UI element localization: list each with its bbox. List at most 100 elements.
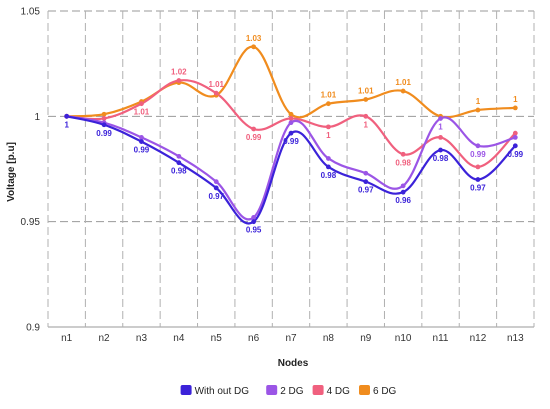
data-point bbox=[400, 183, 406, 189]
data-point bbox=[251, 219, 257, 225]
data-point bbox=[288, 116, 294, 121]
data-point bbox=[176, 153, 182, 159]
data-point bbox=[363, 97, 369, 102]
data-point bbox=[251, 126, 257, 132]
y-tick-label: 1.05 bbox=[21, 7, 41, 18]
data-label: 0.99 bbox=[246, 133, 262, 142]
data-point bbox=[400, 151, 406, 157]
data-point bbox=[251, 44, 257, 50]
data-point bbox=[64, 113, 70, 119]
data-point bbox=[512, 143, 518, 149]
x-tick-label: n3 bbox=[136, 333, 148, 344]
data-point bbox=[325, 156, 331, 161]
legend-label: 6 DG bbox=[373, 386, 397, 397]
data-label: 1.01 bbox=[395, 78, 411, 87]
data-point bbox=[176, 160, 182, 166]
data-label: 0.98 bbox=[321, 171, 337, 180]
y-axis-title: Voltage [p.u] bbox=[6, 142, 17, 202]
data-label: 1 bbox=[438, 122, 443, 131]
legend: With out DG 2 DG 4 DG 6 DG bbox=[180, 385, 397, 397]
data-point bbox=[438, 116, 443, 121]
axes: 0.9 0.95 1 1.05 n1 n2 n3 n4 n5 n6 n7 n8 n9 n10 n11 n12 n… bbox=[21, 7, 525, 345]
data-point bbox=[400, 88, 406, 94]
legend-swatch bbox=[312, 385, 324, 395]
x-tick-label: n13 bbox=[507, 333, 524, 344]
x-tick-label: n7 bbox=[285, 333, 297, 344]
y-tick-label: 0.9 bbox=[26, 323, 40, 334]
x-tick-label: n10 bbox=[395, 333, 412, 344]
data-label: 1.03 bbox=[246, 34, 262, 43]
x-tick-label: n4 bbox=[173, 333, 185, 344]
data-point bbox=[139, 139, 144, 145]
data-label: 1.01 bbox=[134, 108, 150, 117]
x-axis-title: Nodes bbox=[278, 358, 309, 369]
data-point bbox=[139, 101, 144, 107]
data-point bbox=[176, 78, 182, 83]
data-label: 0.98 bbox=[171, 167, 187, 176]
data-label: 1 bbox=[326, 131, 331, 140]
data-labels: 1 0.99 0.99 0.98 0.97 0.95 0.99 0.98 0.97 0.96 0.9… bbox=[64, 34, 523, 235]
data-point bbox=[101, 111, 107, 117]
x-tick-label: n6 bbox=[248, 333, 260, 344]
data-label: 0.97 bbox=[358, 186, 374, 195]
data-label: 1 bbox=[513, 95, 518, 104]
data-point bbox=[101, 122, 107, 128]
data-label: 0.98 bbox=[395, 158, 411, 167]
data-point bbox=[438, 135, 443, 140]
data-point bbox=[139, 135, 144, 140]
x-tick-label: n9 bbox=[360, 333, 372, 344]
x-tick-label: n2 bbox=[99, 333, 111, 344]
data-point bbox=[400, 189, 406, 195]
data-point bbox=[325, 124, 331, 130]
legend-label: With out DG bbox=[195, 386, 250, 397]
data-point bbox=[213, 90, 219, 96]
data-point bbox=[325, 101, 331, 107]
data-point bbox=[213, 185, 219, 191]
data-label: 0.99 bbox=[134, 146, 150, 155]
data-label: 0.99 bbox=[470, 150, 486, 159]
data-label: 0.98 bbox=[433, 154, 449, 163]
y-tick-label: 0.95 bbox=[21, 217, 41, 228]
data-point bbox=[288, 120, 294, 126]
data-point bbox=[512, 135, 518, 140]
data-label: 0.97 bbox=[470, 184, 486, 193]
x-tick-label: n11 bbox=[433, 333, 449, 344]
legend-label: 4 DG bbox=[327, 386, 351, 397]
x-tick-label: n8 bbox=[323, 333, 335, 344]
data-label: 0.96 bbox=[395, 196, 411, 205]
legend-label: 2 DG bbox=[280, 386, 304, 397]
data-point bbox=[475, 143, 481, 149]
data-label: 0.97 bbox=[208, 192, 224, 201]
data-point bbox=[475, 107, 481, 113]
series-points bbox=[64, 44, 518, 225]
data-point bbox=[512, 130, 518, 136]
data-point bbox=[475, 164, 481, 170]
data-label: 0.99 bbox=[283, 137, 299, 146]
data-point bbox=[438, 147, 443, 153]
x-tick-label: n12 bbox=[470, 333, 487, 344]
data-label: 0.99 bbox=[508, 150, 524, 159]
data-label: 1.01 bbox=[208, 80, 224, 89]
data-label: 1.01 bbox=[358, 86, 374, 95]
data-label: 1.01 bbox=[321, 91, 337, 100]
legend-swatch bbox=[180, 385, 192, 395]
data-label: 0.99 bbox=[96, 129, 112, 138]
legend-swatch bbox=[359, 385, 370, 395]
data-point bbox=[213, 179, 219, 185]
data-point bbox=[475, 177, 481, 182]
y-tick-label: 1 bbox=[34, 112, 40, 123]
legend-swatch bbox=[266, 385, 278, 395]
data-point bbox=[363, 170, 369, 176]
data-label: 1 bbox=[364, 120, 369, 129]
data-point bbox=[512, 105, 518, 111]
grid bbox=[47, 10, 535, 328]
data-point bbox=[288, 130, 294, 136]
data-point bbox=[325, 164, 331, 170]
data-point bbox=[363, 179, 369, 185]
data-point bbox=[101, 116, 107, 121]
data-point bbox=[288, 111, 294, 117]
x-tick-label: n5 bbox=[211, 333, 223, 344]
data-label: 1 bbox=[64, 120, 69, 129]
